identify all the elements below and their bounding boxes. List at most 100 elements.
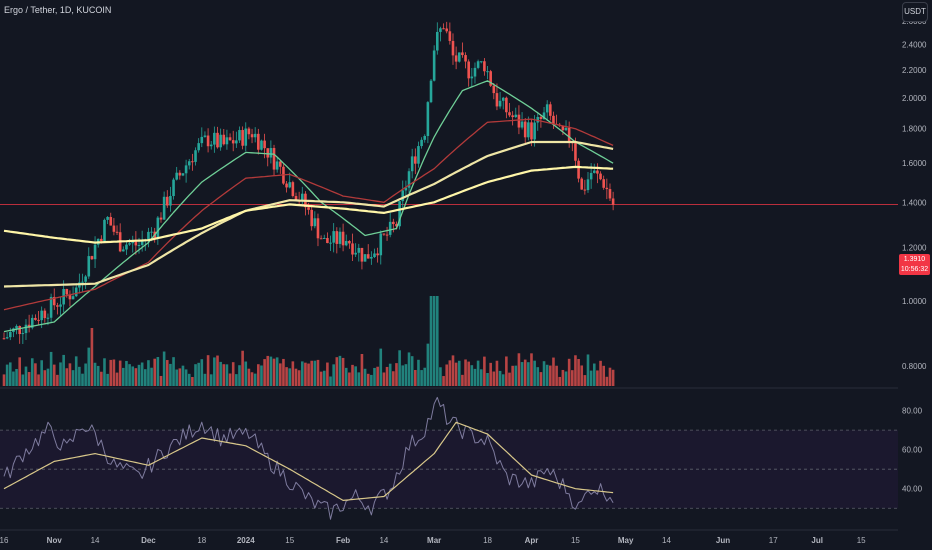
- candle-body: [81, 281, 84, 283]
- price-axis-label: 1.0000: [902, 297, 927, 306]
- volume-bar: [363, 368, 367, 386]
- volume-bar: [275, 357, 279, 386]
- candle-body: [5, 337, 9, 339]
- volume-bar: [153, 358, 157, 386]
- candle-body: [454, 55, 458, 62]
- candle-body: [137, 245, 141, 247]
- candle-body: [464, 55, 467, 62]
- volume-bar: [59, 362, 62, 386]
- ma-long-line: [3, 165, 614, 244]
- candle-body: [589, 172, 593, 180]
- volume-bar: [282, 358, 285, 386]
- volume-bar: [536, 367, 540, 386]
- candle-body: [527, 122, 530, 138]
- volume-bar: [156, 357, 160, 386]
- candle-body: [423, 135, 427, 140]
- candle-body: [545, 104, 549, 113]
- volume-bar: [159, 375, 163, 386]
- candle-body: [457, 52, 461, 62]
- volume-bar: [454, 362, 458, 386]
- volume-bar: [420, 370, 423, 386]
- rsi-ma-line: [3, 421, 614, 501]
- time-axis-label: Jun: [716, 536, 730, 545]
- volume-bar: [442, 376, 445, 386]
- candle-body: [241, 130, 244, 146]
- candle-body: [253, 133, 257, 138]
- candles-group: [2, 21, 615, 344]
- volume-bar: [542, 361, 546, 386]
- volume-bar: [162, 351, 166, 386]
- candle-body: [354, 252, 357, 255]
- currency-selector[interactable]: USDT: [902, 2, 928, 22]
- candle-body: [231, 140, 235, 144]
- volume-bar: [461, 374, 464, 386]
- oscillator-axis-label: 60.00: [902, 446, 923, 455]
- volume-bar: [319, 371, 323, 386]
- volume-bar: [90, 328, 94, 386]
- candle-body: [379, 233, 383, 256]
- candle-body: [476, 61, 480, 68]
- volume-bar: [589, 370, 593, 386]
- volume-bar: [74, 356, 78, 386]
- candle-body: [128, 243, 131, 245]
- volume-bar: [109, 359, 113, 386]
- candle-body: [56, 305, 59, 307]
- candle-body: [363, 254, 367, 262]
- symbol-title[interactable]: Ergo / Tether, 1D, KUCOIN: [4, 5, 112, 15]
- candle-body: [338, 231, 342, 244]
- candle-body: [348, 240, 351, 244]
- candle-body: [181, 173, 185, 176]
- candle-body: [203, 135, 207, 137]
- volume-bar: [175, 369, 178, 386]
- volume-bar: [115, 372, 119, 386]
- candle-body: [197, 143, 200, 151]
- candle-body: [216, 132, 219, 148]
- rsi-band-background: [0, 430, 898, 509]
- candle-body: [414, 156, 417, 164]
- candle-body: [213, 132, 216, 145]
- candle-body: [219, 134, 222, 148]
- volume-bar: [112, 359, 116, 386]
- volume-bar: [555, 365, 558, 386]
- volume-bar: [103, 358, 106, 386]
- candle-body: [596, 170, 599, 174]
- candle-body: [329, 242, 332, 244]
- volume-bar: [379, 348, 383, 386]
- candle-body: [577, 160, 580, 179]
- volume-bar: [567, 358, 571, 386]
- price-axis-label: 1.8000: [902, 125, 927, 134]
- candle-body: [429, 80, 433, 103]
- candle-body: [319, 238, 323, 240]
- volume-bar: [505, 356, 508, 386]
- volume-bar: [143, 369, 147, 386]
- candle-body: [611, 198, 615, 205]
- volume-bar: [445, 364, 449, 386]
- volume-bar: [549, 365, 552, 386]
- volume-bar: [78, 366, 81, 386]
- volume-bar: [382, 372, 386, 386]
- candle-body: [388, 221, 392, 235]
- candle-body: [486, 71, 489, 73]
- volume-bar: [564, 371, 568, 386]
- candle-body: [498, 100, 502, 107]
- volume-bar: [260, 365, 263, 386]
- volume-bar: [294, 368, 298, 386]
- candle-body: [74, 287, 78, 297]
- candle-body: [235, 140, 238, 144]
- volume-bar: [244, 361, 248, 386]
- candle-body: [300, 193, 304, 201]
- volume-bar: [432, 296, 436, 386]
- volume-bar: [200, 359, 204, 386]
- candle-body: [533, 122, 536, 140]
- volume-bar: [150, 367, 153, 386]
- volume-bar: [216, 355, 219, 386]
- volume-bar: [300, 361, 304, 386]
- volume-bar: [184, 369, 188, 386]
- time-axis-label: Dec: [141, 536, 156, 545]
- volume-bar: [332, 364, 335, 386]
- candle-body: [18, 325, 21, 335]
- candle-body: [489, 71, 492, 86]
- candle-body: [398, 201, 401, 227]
- volume-bar: [297, 370, 301, 386]
